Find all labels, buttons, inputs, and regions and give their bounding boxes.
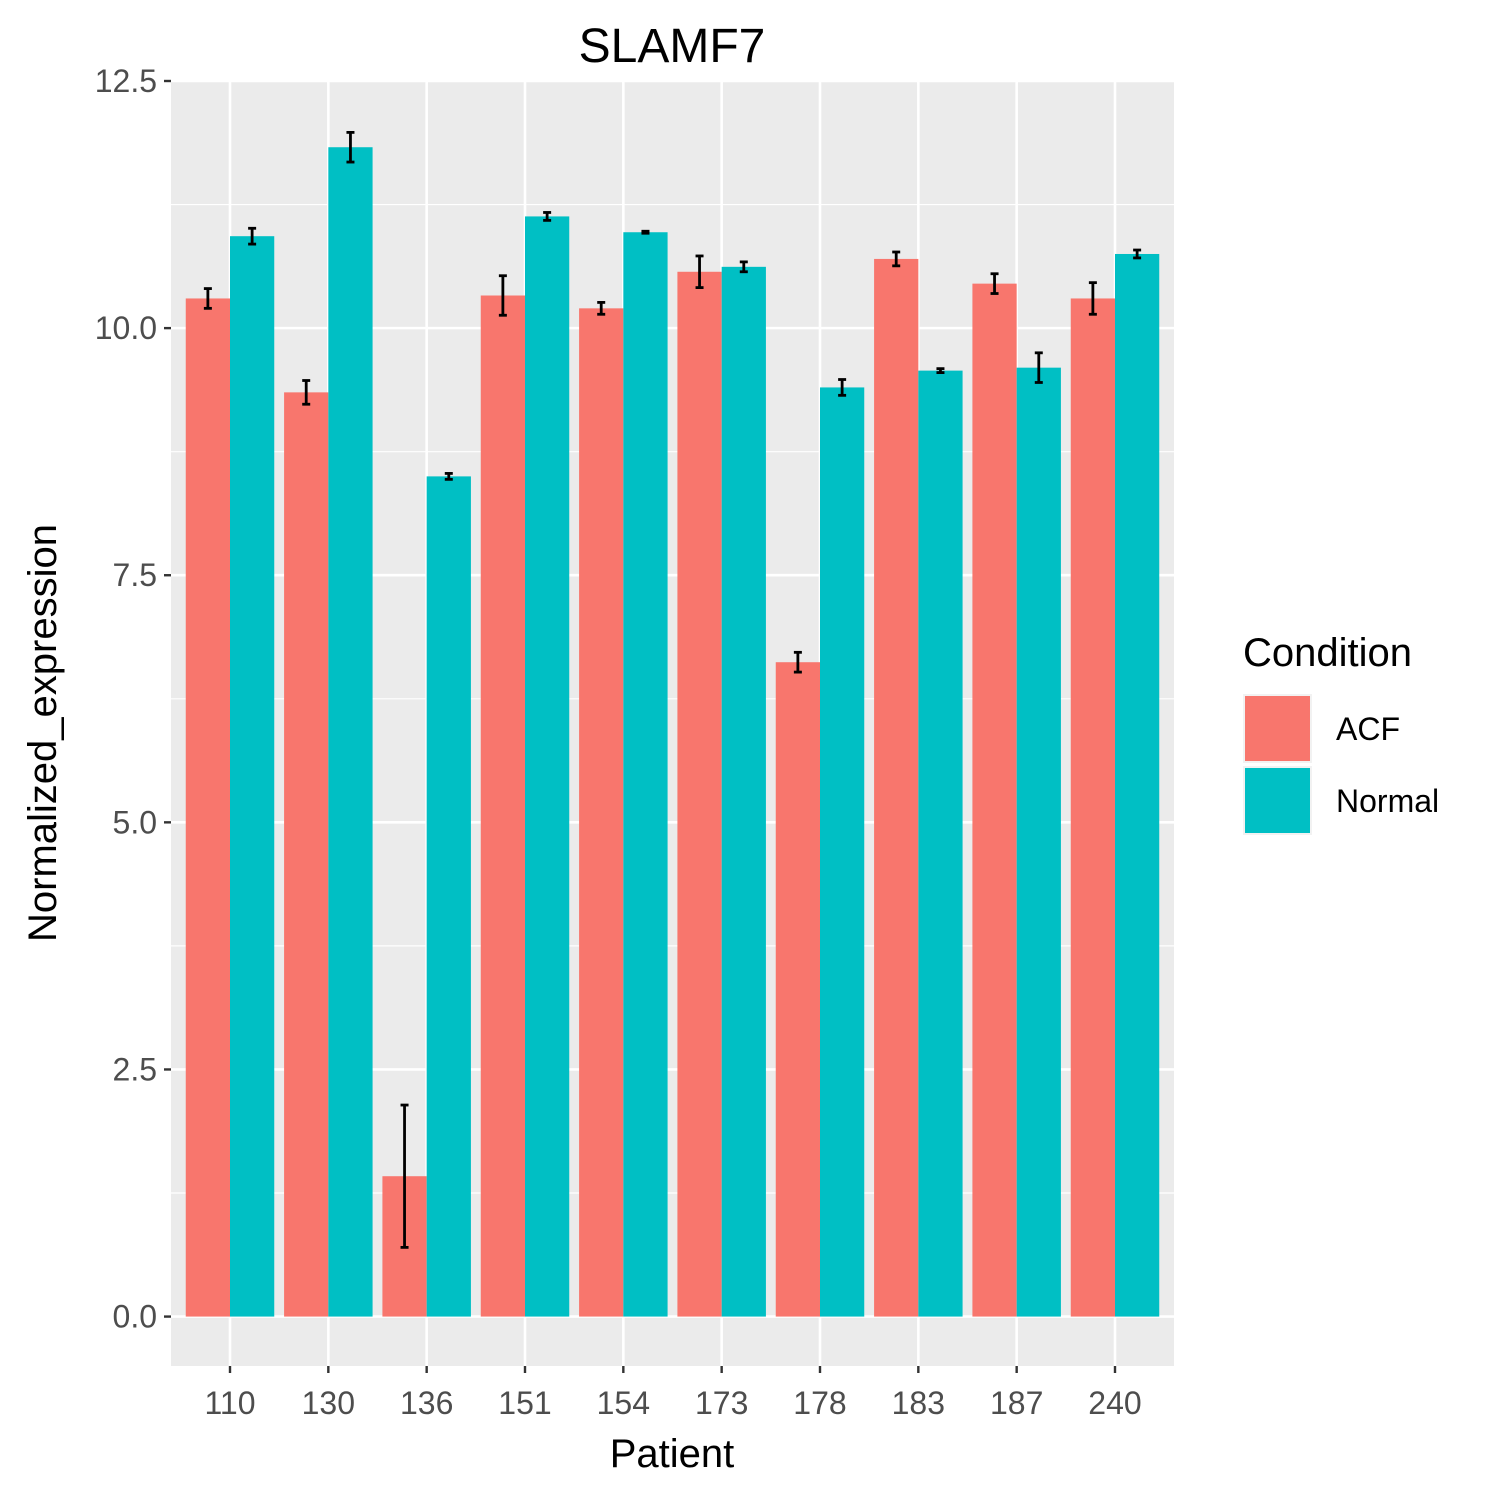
x-tick-label: 130 <box>302 1385 355 1421</box>
legend-label-acf: ACF <box>1336 711 1400 747</box>
error-bar-acf-178 <box>793 650 802 674</box>
bar-acf-173 <box>677 271 722 1317</box>
bar-acf-154 <box>579 308 624 1317</box>
y-tick-label: 2.5 <box>113 1051 157 1087</box>
y-tick-label: 5.0 <box>113 804 157 840</box>
bar-acf-240 <box>1070 298 1115 1317</box>
bar-acf-187 <box>972 283 1017 1317</box>
bar-normal-151 <box>525 216 570 1317</box>
bar-acf-130 <box>284 392 329 1317</box>
y-axis-title: Normalized_expression <box>21 524 65 942</box>
error-bar-acf-183 <box>892 250 901 268</box>
x-tick-label: 183 <box>892 1385 945 1421</box>
error-bar-acf-136 <box>400 1103 409 1249</box>
error-bar-normal-173 <box>739 260 748 274</box>
error-bar-normal-187 <box>1034 351 1043 384</box>
y-tick-label: 7.5 <box>113 557 157 593</box>
error-bar-normal-183 <box>936 367 945 374</box>
legend-title: Condition <box>1243 631 1412 675</box>
error-bar-acf-110 <box>203 287 212 310</box>
bar-normal-178 <box>820 387 865 1317</box>
error-bar-normal-110 <box>248 226 257 246</box>
bar-normal-240 <box>1115 253 1160 1317</box>
legend-label-normal: Normal <box>1336 783 1439 819</box>
bar-normal-173 <box>721 266 766 1317</box>
error-bar-acf-151 <box>498 274 507 317</box>
x-tick-label: 240 <box>1088 1385 1141 1421</box>
error-bar-normal-154 <box>641 229 650 235</box>
x-tick-label: 154 <box>597 1385 650 1421</box>
legend-swatch-acf <box>1245 696 1310 761</box>
bar-normal-110 <box>230 236 275 1317</box>
bar-acf-183 <box>874 258 919 1317</box>
error-bars <box>203 130 1142 1249</box>
x-axis: 110 130 136 151 154 173 178 183 187 240 <box>204 1366 1142 1421</box>
y-tick-label: 12.5 <box>95 63 157 99</box>
y-tick-label: 10.0 <box>95 310 157 346</box>
x-tick-label: 136 <box>400 1385 453 1421</box>
bar-acf-178 <box>775 662 820 1317</box>
error-bar-acf-130 <box>302 379 311 406</box>
chart-title: SLAMF7 <box>579 20 766 73</box>
bar-normal-130 <box>328 147 373 1317</box>
x-tick-label: 178 <box>793 1385 846 1421</box>
bar-normal-154 <box>623 232 668 1317</box>
bar-normal-187 <box>1016 367 1061 1317</box>
y-axis: 0.0 2.5 5.0 7.5 10.0 12.5 <box>95 63 171 1335</box>
error-bar-acf-154 <box>597 301 606 316</box>
error-bar-acf-240 <box>1088 281 1097 316</box>
error-bar-acf-187 <box>990 272 999 295</box>
error-bar-normal-240 <box>1133 248 1142 260</box>
error-bar-acf-173 <box>695 254 704 289</box>
x-tick-label: 187 <box>990 1385 1043 1421</box>
legend-swatch-normal <box>1245 768 1310 833</box>
x-axis-title: Patient <box>610 1432 735 1476</box>
x-tick-label: 110 <box>204 1385 255 1421</box>
bar-normal-183 <box>918 370 963 1317</box>
x-tick-label: 173 <box>695 1385 748 1421</box>
error-bar-normal-136 <box>444 472 453 481</box>
error-bar-normal-130 <box>346 130 355 164</box>
x-tick-label: 151 <box>498 1385 551 1421</box>
bar-acf-110 <box>185 298 230 1317</box>
error-bar-normal-178 <box>838 378 847 397</box>
bar-acf-151 <box>480 295 525 1317</box>
legend: Condition ACF Normal <box>1243 631 1439 835</box>
y-tick-label: 0.0 <box>113 1299 157 1335</box>
error-bar-normal-151 <box>543 211 552 222</box>
bar-normal-136 <box>426 476 471 1317</box>
bars <box>185 147 1160 1317</box>
